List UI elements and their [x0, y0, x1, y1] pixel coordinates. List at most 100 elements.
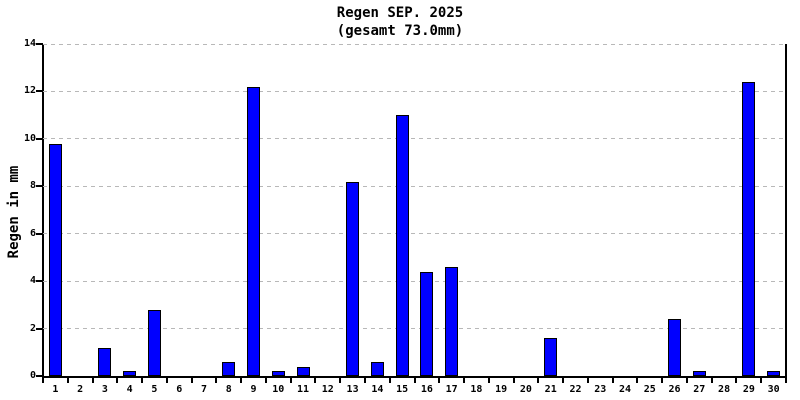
x-axis-tick [438, 378, 441, 383]
x-tick-label: 14 [371, 384, 384, 395]
bar [767, 371, 781, 376]
x-tick-label: 17 [445, 384, 458, 395]
x-axis-tick [710, 378, 713, 383]
x-tick-label: 12 [321, 384, 334, 395]
x-axis-tick [363, 378, 366, 383]
y-tick-label: 12 [23, 85, 36, 97]
x-tick-label: 15 [396, 384, 409, 395]
x-axis-tick [141, 378, 144, 383]
bar [395, 115, 409, 376]
y-tick-label: 6 [29, 227, 36, 239]
x-tick-label: 3 [101, 384, 108, 395]
x-axis-tick [785, 378, 787, 383]
x-tick-label: 26 [668, 384, 681, 395]
x-tick-label: 24 [618, 384, 632, 395]
x-tick-label: 23 [594, 384, 607, 395]
x-tick-label: 13 [346, 384, 359, 395]
y-axis-tick [36, 232, 43, 235]
bar [544, 338, 558, 376]
x-tick-label: 29 [742, 384, 755, 395]
x-axis-tick [661, 378, 664, 383]
x-tick-label: 6 [176, 384, 183, 395]
x-tick-label: 28 [718, 384, 731, 395]
gridline [43, 185, 786, 187]
x-axis-tick [215, 378, 218, 383]
chart-title: Regen SEP. 2025 [336, 5, 464, 21]
x-axis-tick [388, 378, 391, 383]
bar [271, 371, 285, 376]
y-tick-label: 2 [29, 322, 36, 334]
y-tick-label: 4 [29, 275, 36, 287]
x-tick-label: 25 [643, 384, 656, 395]
x-tick-label: 1 [52, 384, 59, 395]
gridline [43, 90, 786, 92]
x-tick-label: 21 [544, 384, 557, 395]
gridline [43, 328, 786, 330]
x-axis-tick [289, 378, 292, 383]
bar [445, 267, 459, 376]
x-axis-tick [413, 378, 416, 383]
y-axis-label: Regen in mm [6, 165, 22, 259]
x-tick-label: 9 [250, 384, 257, 395]
x-tick-label: 5 [151, 384, 158, 395]
x-tick-label: 10 [272, 384, 285, 395]
x-tick-label: 2 [77, 384, 84, 395]
bar [247, 87, 261, 376]
y-axis-tick [36, 43, 43, 45]
y-tick-label: 8 [29, 180, 36, 192]
y-tick-label: 10 [23, 132, 36, 144]
chart-subtitle: (gesamt 73.0mm) [336, 23, 464, 39]
x-axis-tick [760, 378, 763, 383]
x-axis-tick [116, 378, 119, 383]
y-axis-line [42, 44, 44, 378]
y-axis-tick [36, 185, 43, 188]
x-tick-label: 27 [693, 384, 706, 395]
gridline [43, 43, 786, 45]
x-tick-label: 7 [200, 384, 207, 395]
x-tick-label: 11 [297, 384, 310, 395]
bar [742, 82, 756, 376]
x-axis-tick [735, 378, 738, 383]
x-axis-tick [66, 378, 69, 383]
x-axis-tick [91, 378, 94, 383]
gridline [43, 138, 786, 140]
x-axis-tick [42, 378, 44, 383]
bar [98, 348, 112, 376]
bar [668, 319, 682, 376]
y-axis-tick [36, 327, 43, 330]
x-axis-tick [339, 378, 342, 383]
y-axis-tick [36, 280, 43, 283]
plot-right-border [785, 44, 787, 378]
x-tick-label: 22 [569, 384, 582, 395]
bar [123, 371, 137, 376]
x-axis-tick [562, 378, 565, 383]
x-axis-tick [636, 378, 639, 383]
y-axis-tick [36, 90, 43, 93]
y-axis-tick [36, 137, 43, 140]
x-axis-tick [537, 378, 540, 383]
x-axis-tick [165, 378, 168, 383]
y-tick-label: 0 [29, 370, 36, 381]
bar [296, 367, 310, 376]
bar [147, 310, 161, 376]
x-axis-tick [463, 378, 466, 383]
x-axis-tick [487, 378, 490, 383]
x-axis-tick [314, 378, 317, 383]
x-tick-label: 8 [225, 384, 232, 395]
bar [346, 182, 360, 376]
x-axis-tick [611, 378, 614, 383]
x-axis-tick [512, 378, 515, 383]
bar [370, 362, 384, 376]
x-axis-tick [190, 378, 193, 383]
x-tick-label: 16 [420, 384, 433, 395]
x-tick-label: 4 [126, 384, 133, 395]
x-tick-label: 18 [470, 384, 483, 395]
bar [420, 272, 434, 376]
x-axis-tick [240, 378, 243, 383]
x-axis-tick [264, 378, 267, 383]
y-tick-label: 14 [23, 38, 36, 49]
y-axis-tick [36, 375, 43, 377]
plot-area: 0 2 4 6 8 10 12 14 1 2 3 4 5 6 7 8 9 10 11 12 13 14 15 16 17 18 19… [24, 38, 787, 395]
x-tick-label: 19 [495, 384, 508, 395]
